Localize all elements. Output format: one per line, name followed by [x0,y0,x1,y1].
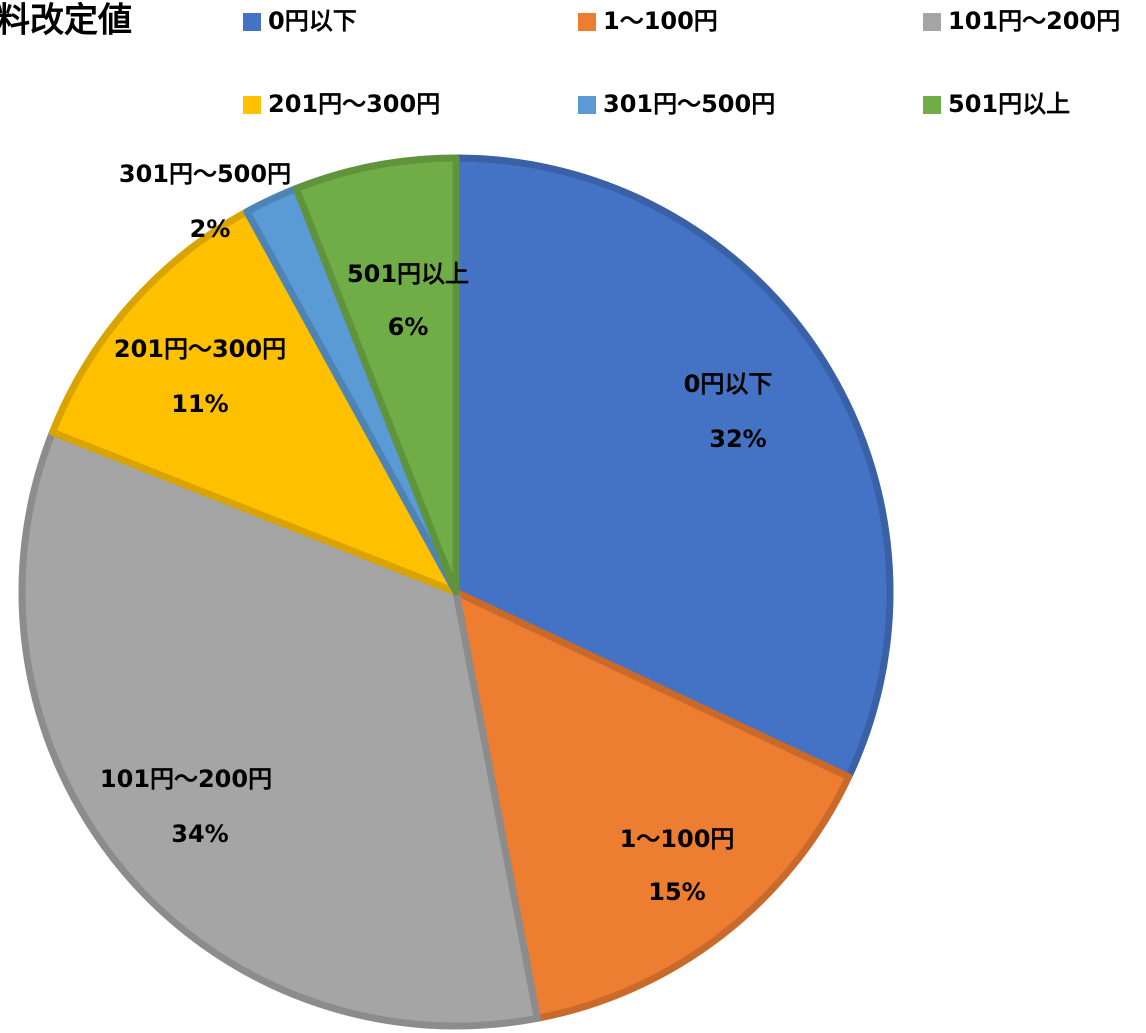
pie-slice [292,154,460,596]
legend-label: 0円以下 [268,7,357,35]
legend-label: 201円～300円 [268,90,440,118]
legend-swatch [578,13,596,31]
legend-swatch [923,13,941,31]
legend-label: 301円～500円 [603,90,775,118]
legend-swatch [243,13,261,31]
legend-label: 1～100円 [603,7,718,35]
data-label-name: 101円～200円 [100,765,272,793]
data-label-name: 501円以上 [347,260,469,288]
legend-label: 101円～200円 [948,7,1120,35]
data-label-name: 1～100円 [620,825,735,853]
legend-swatch [243,96,261,114]
data-label-name: 301円～500円 [119,160,291,188]
pie-slice [18,428,541,1030]
data-label-value: 32% [709,425,766,453]
chart-title: 料改定値 [0,1,132,41]
legend-label: 501円以上 [948,90,1070,118]
data-label-value: 6% [388,313,429,341]
pie-slice [452,588,853,1022]
pie-slice [48,208,460,596]
pie-slice [452,154,894,781]
data-label-value: 11% [171,390,228,418]
data-label-name: 201円～300円 [114,335,286,363]
data-label-value: 15% [648,878,705,906]
legend-swatch [578,96,596,114]
legend-swatch [923,96,941,114]
data-label-value: 2% [190,215,231,243]
data-label-name: 0円以下 [684,370,773,398]
data-label-value: 34% [171,820,228,848]
